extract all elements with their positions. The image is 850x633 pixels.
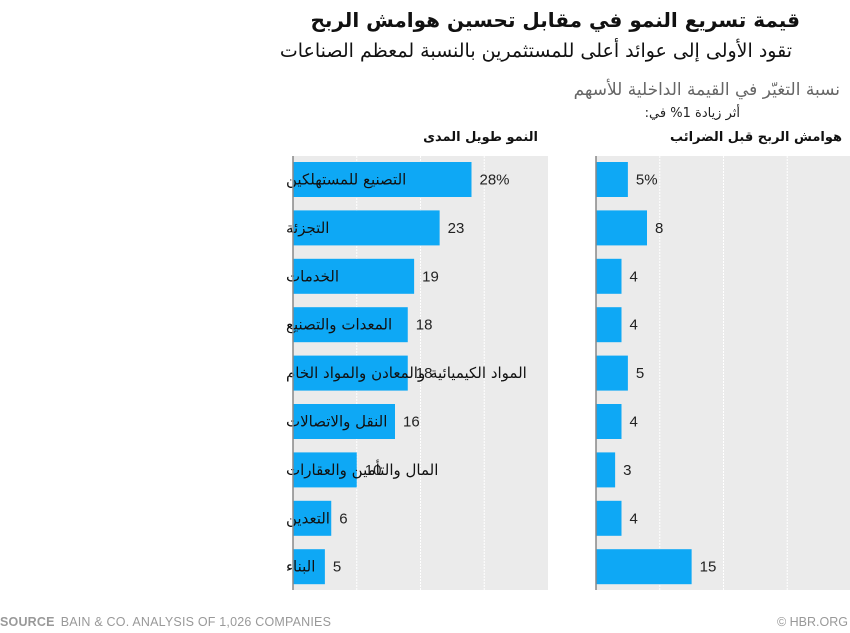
value-label: 4: [630, 268, 638, 285]
source-label: SOURCE: [0, 615, 55, 629]
value-label: 5: [636, 365, 644, 382]
value-label: 19: [422, 268, 439, 285]
value-label: 6: [339, 510, 347, 527]
chart-description: نسبة التغيّر في القيمة الداخلية للأسهم: [573, 80, 840, 100]
value-label: 8: [655, 220, 663, 237]
bar: [293, 210, 440, 246]
bar: [293, 500, 332, 536]
bar: [596, 307, 622, 343]
bar: [596, 210, 647, 246]
chart-subtitle: تقود الأولى إلى عوائد أعلى للمستثمرين با…: [279, 40, 792, 62]
bar: [596, 452, 616, 488]
chart-title: قيمة تسريع النمو في مقابل تحسين هوامش ال…: [310, 8, 800, 32]
category-label: التعدين: [286, 509, 330, 527]
bar: [596, 355, 628, 391]
bar: [293, 452, 357, 488]
category-label: التصنيع للمستهلكين: [286, 171, 406, 189]
bar: [596, 549, 692, 585]
value-label: 3: [623, 462, 631, 479]
category-label: المعدات والتصنيع: [286, 316, 392, 334]
source-note: SOURCE BAIN & CO. ANALYSIS OF 1,026 COMPA…: [0, 615, 331, 629]
value-label: 5: [333, 559, 341, 576]
value-label: 10: [365, 462, 382, 479]
source-text: BAIN & CO. ANALYSIS OF 1,026 COMPANIES: [60, 615, 332, 629]
panel-title-margin: هوامش الربح قبل الضرائب: [669, 130, 842, 145]
bar: [293, 258, 415, 294]
value-label: 5%: [636, 172, 658, 189]
value-label: 28%: [480, 172, 510, 189]
category-label: المواد الكيميائية والمعادن والمواد الخام: [286, 364, 527, 382]
bar: [293, 355, 408, 391]
bar: [596, 162, 628, 197]
bar: [293, 549, 325, 585]
chart-description-secondary: أثر زيادة 1% في:: [644, 106, 740, 121]
category-label: النقل والاتصالات: [286, 413, 387, 431]
value-label: 18: [416, 365, 433, 382]
value-label: 4: [630, 414, 638, 431]
category-label: التجزئة: [286, 219, 329, 237]
value-label: 4: [630, 317, 638, 334]
value-label: 18: [416, 317, 433, 334]
panel-title-growth: النمو طويل المدى: [423, 130, 538, 145]
category-label: الخدمات: [286, 267, 339, 285]
bar: [293, 162, 472, 197]
credit: © HBR.ORG: [776, 615, 848, 629]
value-label: 16: [403, 414, 420, 431]
value-label: 4: [630, 510, 638, 527]
bar: [293, 307, 408, 343]
value-label: 23: [448, 220, 465, 237]
bar: [596, 404, 622, 439]
bar: [596, 258, 622, 294]
bar: [293, 404, 395, 439]
category-label: البناء: [286, 558, 315, 576]
category-label: المال والتأمين والعقارات: [286, 459, 438, 479]
value-label: 15: [700, 559, 717, 576]
bar: [596, 500, 622, 536]
